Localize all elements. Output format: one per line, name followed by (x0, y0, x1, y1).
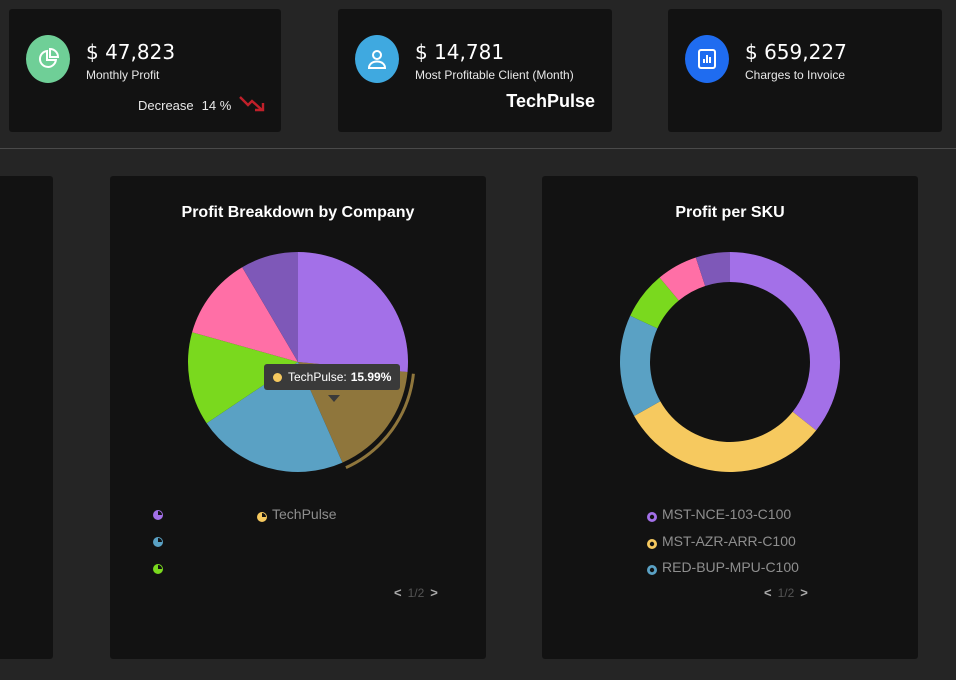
legend-item-sku-2[interactable]: MST-AZR-ARR-C100 (647, 533, 796, 549)
panel-profit-per-sku: Profit per SKU MST-NCE-103-C100 MST-AZR-… (542, 176, 918, 659)
pie-chart-icon (26, 35, 70, 83)
legend-ring-icon (647, 509, 657, 522)
slice-segment-5[interactable] (192, 267, 298, 362)
legend-ring-icon (647, 562, 657, 575)
legend-item-sku-3[interactable]: RED-BUP-MPU-C100 (647, 559, 799, 575)
monthly-profit-value: $ 47,823 (86, 40, 176, 64)
charges-value: $ 659,227 (745, 40, 847, 64)
slice-segment-1[interactable] (298, 252, 408, 373)
tooltip-label: TechPulse: (288, 370, 347, 384)
trend-label: Decrease (138, 98, 194, 113)
legend-ring-icon (647, 536, 657, 549)
pager-next-button[interactable]: > (430, 585, 438, 600)
slice-highlight-arc (345, 373, 415, 470)
pager-prev-button[interactable]: < (394, 585, 402, 600)
user-icon (355, 35, 399, 83)
legend-pie-icon (153, 561, 163, 574)
panel-partial-left (0, 176, 53, 659)
profit-trend: Decrease 14 % (138, 95, 265, 116)
top-client-value: $ 14,781 (415, 40, 505, 64)
company-legend-pager: < 1/2 > (394, 585, 438, 600)
legend-item-company-3[interactable] (153, 534, 168, 547)
slice-red-bup-mpu-c100[interactable] (620, 315, 661, 416)
legend-item-techpulse[interactable]: TechPulse (257, 506, 337, 522)
sku-chart-title: Profit per SKU (675, 204, 785, 221)
tooltip-value: 15.99% (350, 370, 392, 384)
slice-mst-nce-103-c100[interactable] (730, 252, 840, 431)
legend-item-company-4[interactable] (153, 561, 168, 574)
pager-prev-button[interactable]: < (764, 585, 772, 600)
company-chart-title: Profit Breakdown by Company (181, 204, 415, 221)
legend-pie-icon (153, 507, 163, 520)
pager-next-button[interactable]: > (800, 585, 808, 600)
sku-donut-chart[interactable] (542, 176, 918, 659)
legend-pie-icon (153, 534, 163, 547)
slice-segment-6[interactable] (695, 252, 730, 286)
kpi-card-charges-to-invoice: $ 659,227 Charges to Invoice (668, 9, 942, 132)
legend-item-sku-1[interactable]: MST-NCE-103-C100 (647, 506, 791, 522)
slice-segment-4[interactable] (630, 277, 679, 329)
pie-tooltip: TechPulse: 15.99% (264, 364, 401, 390)
tooltip-dot (273, 372, 282, 382)
pager-page: 1/2 (407, 585, 425, 600)
pager-page: 1/2 (777, 585, 795, 600)
trend-down-icon (239, 95, 265, 116)
slice-segment-6[interactable] (242, 252, 298, 362)
top-client-label: Most Profitable Client (Month) (415, 68, 574, 82)
kpi-card-top-client: $ 14,781 Most Profitable Client (Month) … (338, 9, 612, 132)
trend-value: 14 % (201, 98, 232, 113)
charges-label: Charges to Invoice (745, 68, 846, 82)
section-divider (0, 148, 956, 149)
kpi-card-monthly-profit: $ 47,823 Monthly Profit Decrease 14 % (9, 9, 281, 132)
slice-mst-azr-arr-c100[interactable] (634, 401, 817, 472)
tooltip-tail (328, 395, 340, 402)
legend-item-company-1[interactable] (153, 507, 168, 520)
sku-legend-pager: < 1/2 > (764, 585, 808, 600)
slice-segment-5[interactable] (659, 257, 706, 301)
top-client-name: TechPulse (506, 91, 595, 111)
report-icon (685, 35, 729, 83)
slice-segment-4[interactable] (188, 332, 298, 424)
legend-pie-icon (257, 509, 267, 522)
panel-profit-by-company: Profit Breakdown by Company TechPulse: 1… (110, 176, 486, 659)
monthly-profit-label: Monthly Profit (86, 68, 160, 82)
